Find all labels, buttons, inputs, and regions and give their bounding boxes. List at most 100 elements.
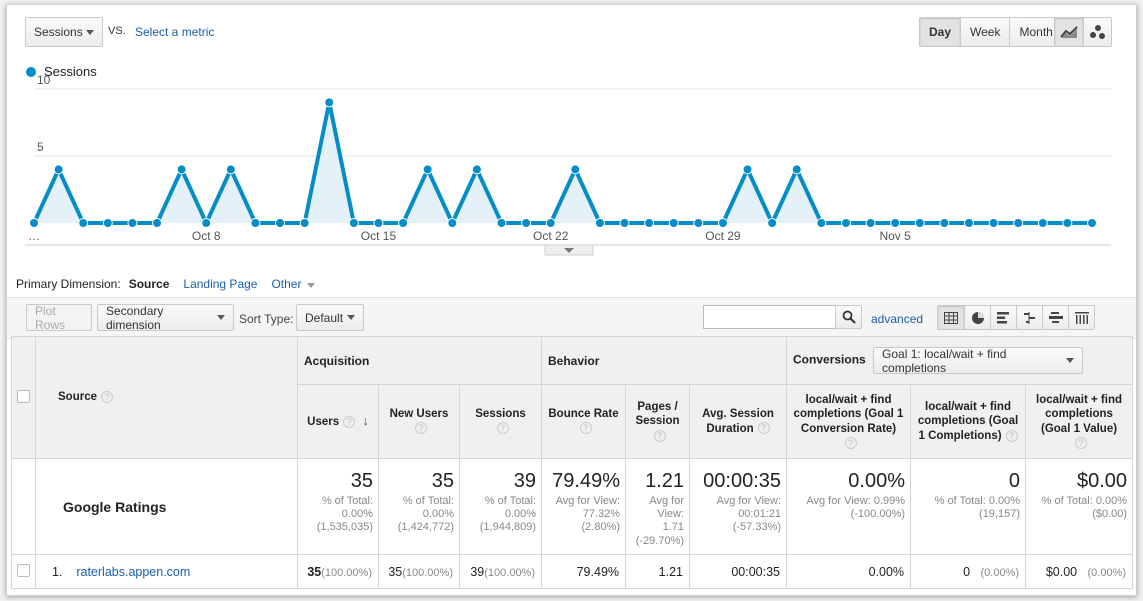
data-point [275,218,286,228]
help-icon[interactable]: ? [757,422,770,435]
help-icon[interactable]: ? [415,422,427,435]
comparison-view-button[interactable] [1016,306,1042,329]
help-icon[interactable]: ? [1005,429,1018,442]
data-point [152,218,163,228]
help-icon[interactable]: ? [496,422,509,435]
pivot-view-button[interactable] [1068,306,1094,329]
analytics-report: Sessions VS. Select a metric Day Week Mo… [6,4,1137,596]
line-chart-button[interactable] [1055,18,1083,46]
data-point [348,218,359,228]
dimension-other[interactable]: Other [271,277,315,291]
help-icon[interactable]: ? [101,391,113,404]
table-search-input[interactable] [703,305,836,329]
data-point [570,164,581,175]
term-cloud-view-button[interactable] [1042,306,1068,329]
sort-descending-icon[interactable]: ↓ [362,413,369,429]
help-icon[interactable]: ? [343,416,356,429]
row-new-users-pct: (100.00%) [402,566,453,579]
bounce-rate-column-header[interactable]: Bounce Rate? [541,384,627,459]
totals-label: Google Ratings [35,458,298,555]
percentage-view-button[interactable] [964,306,990,329]
motion-chart-button[interactable] [1083,18,1111,46]
chevron-down-icon [217,315,225,320]
performance-view-button[interactable] [990,306,1016,329]
total-sub: (1,424,772) [397,521,454,534]
help-icon[interactable]: ? [579,422,592,435]
help-icon[interactable]: ? [1075,436,1088,449]
x-tick-label: … [28,229,40,243]
data-point [201,218,212,228]
data-point [1062,218,1073,228]
line-chart-icon [1060,26,1078,38]
pivot-icon [1074,311,1089,324]
help-icon[interactable]: ? [844,436,857,449]
dimension-source[interactable]: Source [128,277,170,291]
secondary-dimension-label: Secondary dimension [106,303,164,332]
goal-conversion-rate-column-header[interactable]: local/wait + find completions (Goal 1 Co… [786,384,912,459]
data-point [78,218,89,228]
total-sub: (19,157) [979,508,1021,521]
day-button[interactable]: Day [920,18,961,46]
data-point [914,218,925,228]
x-tick-label: Oct 8 [192,229,221,243]
avg-duration-column-header[interactable]: Avg. Session Duration? [689,384,788,459]
users-header-label: Users [307,416,340,429]
dimension-landing-page[interactable]: Landing Page [183,277,258,291]
metric-select-value: Sessions [34,25,83,39]
row-pages-session: 1.21 [625,554,691,589]
data-point [521,218,532,228]
total-sub: (-100.00%) [850,508,906,521]
goal-conversion-rate-header-label: local/wait + find completions (Goal 1 Co… [793,393,904,435]
row-sessions-value: 39 [470,564,485,579]
source-column-header[interactable]: Source? [35,336,298,459]
search-button[interactable] [835,305,862,329]
conversions-label: Conversions [793,352,866,367]
chevron-down-icon [564,248,574,253]
goal-value-header-label: local/wait + find completions (Goal 1 Va… [1036,393,1122,435]
row-checkbox[interactable] [17,563,30,577]
data-point [742,164,753,175]
users-column-header[interactable]: Users? ↓ [297,384,379,459]
data-point [250,218,261,228]
select-all-checkbox[interactable] [17,389,30,403]
row-completions-value: 0 [963,564,971,579]
data-point [127,218,138,228]
dimension-other-label: Other [271,277,302,291]
goal-select[interactable]: Goal 1: local/wait + find completions [873,347,1084,375]
table-row: 1. raterlabs.appen.com 35(100.00%) 35(10… [11,554,1134,589]
row-source-link[interactable]: raterlabs.appen.com [76,564,191,579]
new-users-column-header[interactable]: New Users? [378,384,460,459]
secondary-dimension-select[interactable]: Secondary dimension [97,303,234,332]
goal-value-column-header[interactable]: local/wait + find completions (Goal 1 Va… [1025,384,1134,459]
acquisition-group-header: Acquisition [296,336,543,385]
table-toolbar: Plot Rows Secondary dimension Sort Type:… [7,297,1136,339]
data-point [53,164,64,175]
week-button[interactable]: Week [960,18,1010,46]
total-value: 35 [431,470,454,492]
total-sub: Avg for View: 0.99% [806,495,906,507]
month-button[interactable]: Month [1009,18,1062,46]
pages-session-column-header[interactable]: Pages / Session? [625,384,691,459]
advanced-filter-link[interactable]: advanced [871,312,924,326]
help-icon[interactable]: ? [653,429,666,442]
grid-icon [944,311,958,324]
data-point [693,218,704,228]
sessions-column-header[interactable]: Sessions? [458,384,543,459]
data-point [176,164,187,175]
data-point [594,218,605,228]
select-metric-link[interactable]: Select a metric [135,25,215,39]
plot-rows-button[interactable]: Plot Rows [26,304,92,332]
total-value: 79.49% [552,470,621,492]
goal-completions-column-header[interactable]: local/wait + find completions (Goal 1 Co… [910,384,1027,459]
sort-type-select[interactable]: Default [296,304,364,331]
row-goal-value-pct: (0.00%) [1087,566,1127,579]
data-view-button[interactable] [938,306,964,329]
total-sub: % of Total: [484,495,537,507]
row-avg-duration: 00:00:35 [689,554,788,589]
total-sub: 77.32% [582,508,621,521]
chevron-down-icon [347,315,355,320]
metric-select[interactable]: Sessions [25,17,103,47]
total-sub: (1,535,035) [316,521,373,534]
source-header-label: Source [58,391,97,404]
select-all-cell [11,336,36,459]
